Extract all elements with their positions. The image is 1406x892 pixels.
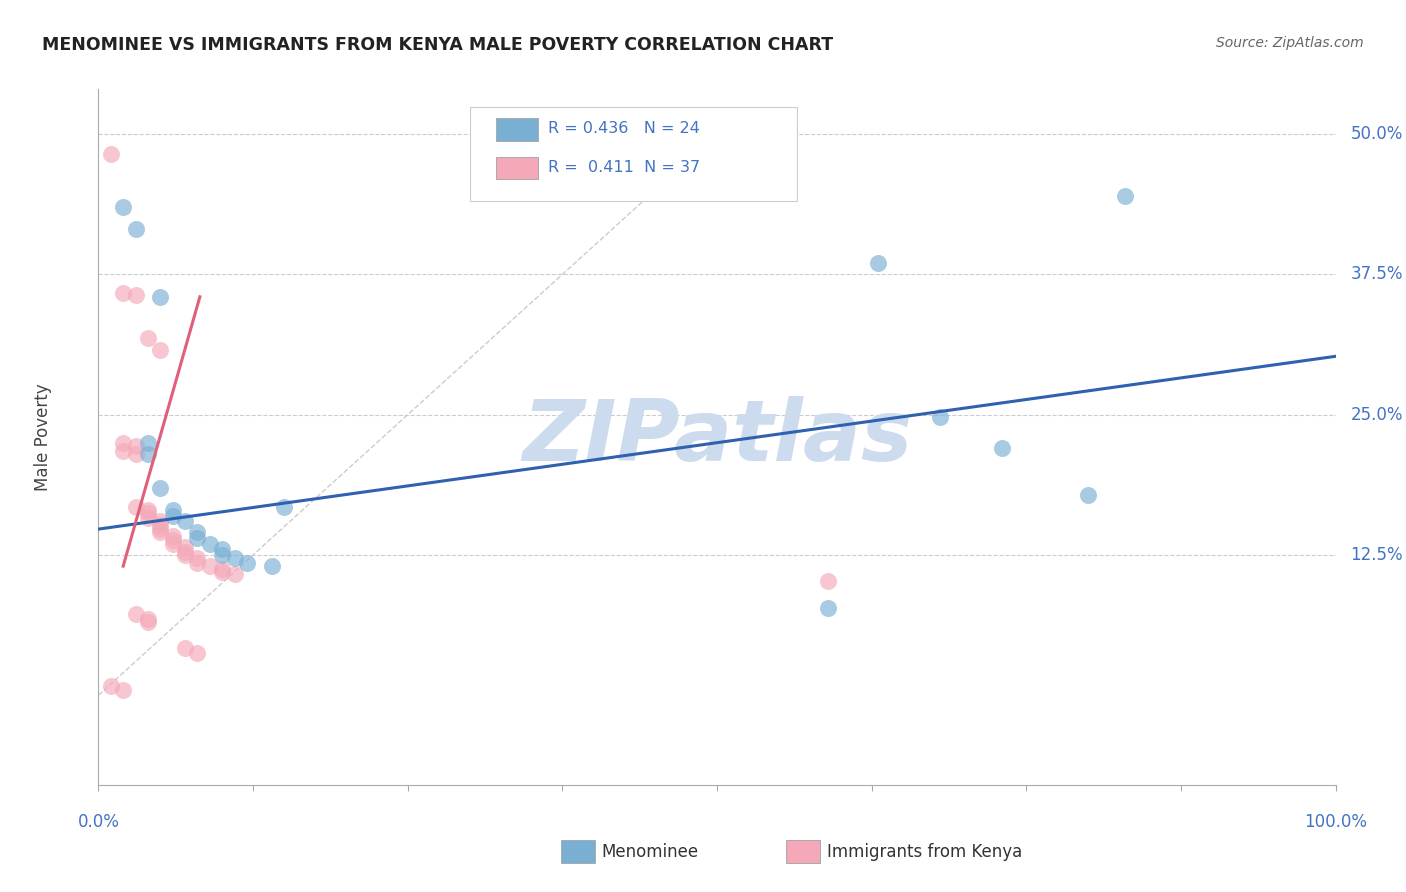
Point — [990, 442, 1012, 456]
Point — [149, 525, 172, 540]
Text: 100.0%: 100.0% — [1305, 813, 1367, 831]
Point — [224, 551, 246, 566]
Text: Source: ZipAtlas.com: Source: ZipAtlas.com — [1216, 36, 1364, 50]
Point — [112, 435, 135, 450]
Point — [273, 500, 295, 514]
Point — [100, 147, 122, 161]
Text: Menominee: Menominee — [602, 843, 699, 861]
Point — [162, 533, 184, 548]
Point — [136, 331, 159, 345]
Point — [149, 517, 172, 532]
Point — [174, 540, 197, 554]
Point — [136, 447, 159, 461]
Text: ZIPatlas: ZIPatlas — [522, 395, 912, 479]
Point — [186, 531, 208, 545]
Text: 0.0%: 0.0% — [77, 813, 120, 831]
Point — [136, 503, 159, 517]
Point — [112, 286, 135, 301]
Point — [186, 556, 208, 570]
Point — [928, 409, 950, 424]
Point — [136, 612, 159, 626]
Point — [224, 566, 246, 581]
Point — [1114, 189, 1136, 203]
Point — [136, 615, 159, 630]
Point — [174, 544, 197, 558]
Text: 25.0%: 25.0% — [1351, 406, 1403, 424]
Point — [186, 646, 208, 660]
Point — [149, 343, 172, 357]
Point — [136, 511, 159, 525]
Point — [162, 508, 184, 523]
Point — [211, 542, 233, 557]
Point — [260, 559, 283, 574]
Text: R =  0.411  N = 37: R = 0.411 N = 37 — [547, 160, 700, 175]
Point — [124, 447, 146, 461]
Point — [817, 600, 839, 615]
Point — [124, 222, 146, 236]
Point — [866, 256, 889, 270]
Text: Immigrants from Kenya: Immigrants from Kenya — [827, 843, 1022, 861]
Point — [149, 481, 172, 495]
Point — [186, 525, 208, 540]
Point — [162, 503, 184, 517]
Point — [211, 562, 233, 576]
Point — [149, 514, 172, 528]
Point — [186, 551, 208, 566]
Point — [124, 439, 146, 453]
Point — [162, 537, 184, 551]
FancyBboxPatch shape — [470, 106, 797, 201]
Text: R = 0.436   N = 24: R = 0.436 N = 24 — [547, 121, 699, 136]
Point — [174, 514, 197, 528]
Text: 12.5%: 12.5% — [1351, 546, 1403, 564]
Point — [211, 548, 233, 562]
Point — [211, 565, 233, 579]
Point — [817, 574, 839, 588]
Point — [136, 435, 159, 450]
Text: Male Poverty: Male Poverty — [34, 384, 52, 491]
Point — [149, 290, 172, 304]
Point — [198, 559, 221, 574]
Point — [112, 443, 135, 458]
Point — [162, 529, 184, 543]
Point — [112, 682, 135, 697]
Point — [198, 537, 221, 551]
Point — [112, 200, 135, 214]
Point — [174, 641, 197, 656]
Point — [1077, 488, 1099, 502]
FancyBboxPatch shape — [495, 157, 537, 179]
Point — [124, 607, 146, 622]
Point — [174, 548, 197, 562]
Text: 37.5%: 37.5% — [1351, 265, 1403, 284]
Point — [100, 679, 122, 693]
Point — [124, 500, 146, 514]
Point — [149, 522, 172, 536]
Point — [124, 287, 146, 301]
Point — [236, 556, 259, 570]
Text: 50.0%: 50.0% — [1351, 125, 1403, 143]
FancyBboxPatch shape — [495, 119, 537, 141]
Text: MENOMINEE VS IMMIGRANTS FROM KENYA MALE POVERTY CORRELATION CHART: MENOMINEE VS IMMIGRANTS FROM KENYA MALE … — [42, 36, 834, 54]
Point — [136, 507, 159, 521]
